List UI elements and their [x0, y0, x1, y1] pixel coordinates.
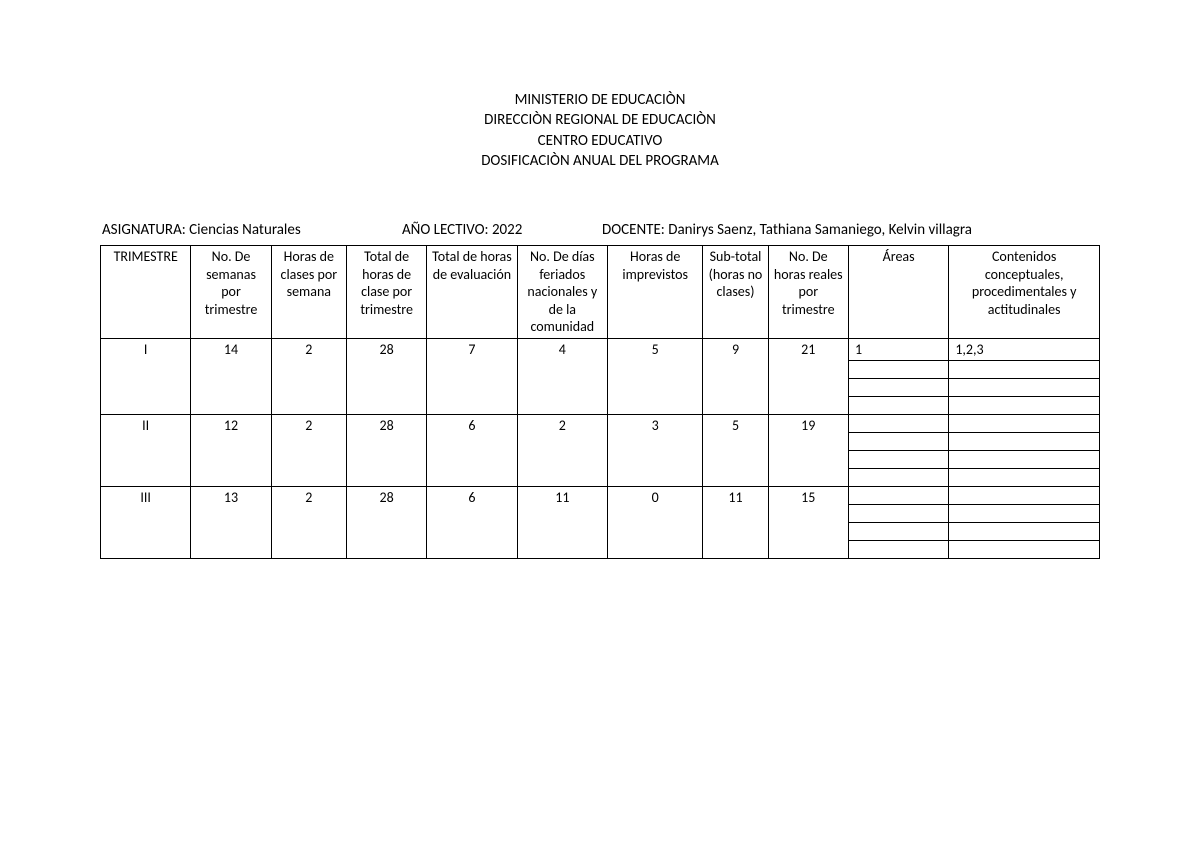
cell-horas_clase_semana: 2: [271, 338, 346, 415]
cell-horas_reales: 19: [768, 415, 848, 487]
cell-subtotal: 9: [703, 338, 768, 415]
cell-semanas: 13: [191, 487, 271, 559]
cell-areas: [848, 487, 948, 505]
asignatura-field: ASIGNATURA: Ciencias Naturales: [102, 221, 402, 239]
cell-dias_feriados: 11: [517, 487, 607, 559]
cell-trimestre: III: [101, 487, 191, 559]
dosificacion-table: TRIMESTRE No. De semanas por trimestre H…: [100, 245, 1100, 559]
cell-contenidos: [949, 523, 1100, 541]
anio-lectivo-field: AÑO LECTIVO: 2022: [402, 221, 602, 239]
col-semanas: No. De semanas por trimestre: [191, 246, 271, 339]
header-line-4: DOSIFICACIÒN ANUAL DEL PROGRAMA: [100, 151, 1100, 171]
col-areas: Áreas: [848, 246, 948, 339]
info-row: ASIGNATURA: Ciencias Naturales AÑO LECTI…: [100, 221, 1100, 239]
cell-areas: [848, 361, 948, 379]
col-total-horas-clase: Total de horas de clase por trimestre: [346, 246, 426, 339]
cell-dias_feriados: 2: [517, 415, 607, 487]
cell-horas_clase_semana: 2: [271, 487, 346, 559]
cell-horas_reales: 15: [768, 487, 848, 559]
cell-contenidos: [949, 451, 1100, 469]
cell-total_horas_eval: 7: [427, 338, 517, 415]
header-line-3: CENTRO EDUCATIVO: [100, 131, 1100, 151]
cell-contenidos: [949, 487, 1100, 505]
docente-value: Danirys Saenz, Tathiana Samaniego, Kelvi…: [668, 221, 972, 239]
cell-semanas: 14: [191, 338, 271, 415]
cell-contenidos: [949, 433, 1100, 451]
header-line-2: DIRECCIÒN REGIONAL DE EDUCACIÒN: [100, 110, 1100, 130]
table-row: I1422874592111,2,3: [101, 338, 1100, 361]
col-subtotal: Sub-total (horas no clases): [703, 246, 768, 339]
cell-contenidos: 1,2,3: [949, 338, 1100, 361]
asignatura-label: ASIGNATURA:: [102, 221, 189, 239]
cell-semanas: 12: [191, 415, 271, 487]
cell-horas_imprevistos: 5: [608, 338, 703, 415]
cell-areas: [848, 415, 948, 433]
header-line-1: MINISTERIO DE EDUCACIÒN: [100, 90, 1100, 110]
cell-areas: [848, 379, 948, 397]
table-row: II12228623519: [101, 415, 1100, 433]
cell-total_horas_clase: 28: [346, 415, 426, 487]
cell-areas: [848, 541, 948, 559]
document-page: MINISTERIO DE EDUCACIÒN DIRECCIÒN REGION…: [0, 0, 1200, 559]
cell-areas: [848, 505, 948, 523]
anio-lectivo-label: AÑO LECTIVO:: [402, 221, 492, 239]
col-contenidos: Contenidos conceptuales, procedimentales…: [949, 246, 1100, 339]
asignatura-value: Ciencias Naturales: [189, 221, 301, 239]
col-horas-imprevistos: Horas de imprevistos: [608, 246, 703, 339]
col-trimestre: TRIMESTRE: [101, 246, 191, 339]
cell-contenidos: [949, 397, 1100, 415]
cell-areas: [848, 469, 948, 487]
cell-trimestre: II: [101, 415, 191, 487]
cell-contenidos: [949, 361, 1100, 379]
cell-contenidos: [949, 505, 1100, 523]
table-row: III1322861101115: [101, 487, 1100, 505]
docente-label: DOCENTE:: [602, 221, 668, 239]
cell-total_horas_eval: 6: [427, 487, 517, 559]
cell-total_horas_clase: 28: [346, 487, 426, 559]
table-header-row: TRIMESTRE No. De semanas por trimestre H…: [101, 246, 1100, 339]
col-horas-reales: No. De horas reales por trimestre: [768, 246, 848, 339]
cell-areas: [848, 523, 948, 541]
anio-lectivo-value: 2022: [492, 221, 522, 239]
cell-areas: [848, 451, 948, 469]
cell-horas_reales: 21: [768, 338, 848, 415]
cell-total_horas_eval: 6: [427, 415, 517, 487]
cell-horas_imprevistos: 0: [608, 487, 703, 559]
col-horas-clase-semana: Horas de clases por semana: [271, 246, 346, 339]
cell-areas: [848, 397, 948, 415]
cell-subtotal: 11: [703, 487, 768, 559]
cell-total_horas_clase: 28: [346, 338, 426, 415]
cell-dias_feriados: 4: [517, 338, 607, 415]
cell-contenidos: [949, 379, 1100, 397]
docente-field: DOCENTE: Danirys Saenz, Tathiana Samanie…: [602, 221, 1098, 239]
cell-horas_clase_semana: 2: [271, 415, 346, 487]
col-dias-feriados: No. De días feriados nacionales y de la …: [517, 246, 607, 339]
cell-contenidos: [949, 415, 1100, 433]
cell-areas: 1: [848, 338, 948, 361]
cell-subtotal: 5: [703, 415, 768, 487]
col-total-horas-eval: Total de horas de evaluación: [427, 246, 517, 339]
cell-contenidos: [949, 541, 1100, 559]
table-body: I1422874592111,2,3II12228623519III132286…: [101, 338, 1100, 559]
header-block: MINISTERIO DE EDUCACIÒN DIRECCIÒN REGION…: [100, 90, 1100, 171]
cell-horas_imprevistos: 3: [608, 415, 703, 487]
cell-trimestre: I: [101, 338, 191, 415]
cell-contenidos: [949, 469, 1100, 487]
cell-areas: [848, 433, 948, 451]
